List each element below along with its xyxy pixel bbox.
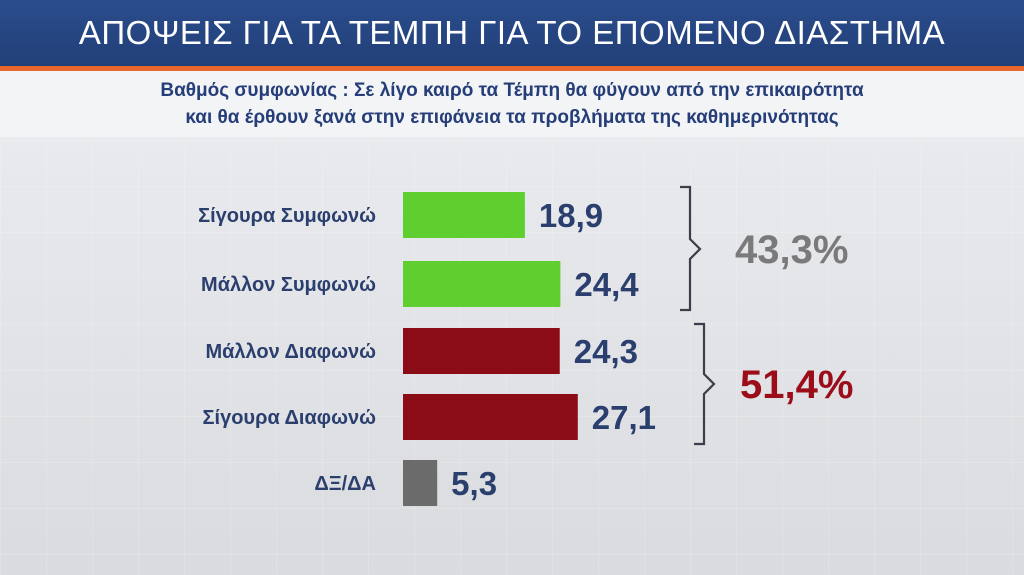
header-accent-stripe bbox=[0, 66, 1024, 71]
bar bbox=[403, 394, 578, 440]
question-line-1: Βαθμός συμφωνίας : Σε λίγο καιρό τα Τέμπ… bbox=[160, 80, 864, 101]
value-label: 24,4 bbox=[574, 266, 639, 303]
header-bar bbox=[0, 0, 1024, 66]
value-label: 27,1 bbox=[592, 399, 656, 436]
category-label: Σίγουρα Διαφωνώ bbox=[203, 407, 377, 429]
category-label: Μάλλον Διαφωνώ bbox=[205, 341, 376, 363]
question-line-2: και θα έρθουν ξανά στην επιφάνεια τα προ… bbox=[185, 107, 839, 128]
group-bracket bbox=[680, 185, 702, 312]
category-label: Σίγουρα Συμφωνώ bbox=[198, 205, 376, 227]
value-label: 18,9 bbox=[539, 197, 603, 234]
group-bracket bbox=[694, 322, 716, 446]
bar bbox=[403, 460, 438, 506]
bar bbox=[403, 261, 561, 307]
group-total-label: 43,3% bbox=[735, 228, 848, 272]
group-total-label: 51,4% bbox=[740, 363, 853, 407]
chart-question: Βαθμός συμφωνίας : Σε λίγο καιρό τα Τέμπ… bbox=[0, 77, 1024, 131]
category-label: Μάλλον Συμφωνώ bbox=[201, 274, 376, 296]
bar bbox=[403, 192, 525, 238]
value-label: 24,3 bbox=[574, 333, 638, 370]
value-label: 5,3 bbox=[451, 465, 497, 502]
subtitle-panel bbox=[0, 71, 1024, 137]
page-title: ΑΠΟΨΕΙΣ ΓΙΑ ΤΑ ΤΕΜΠΗ ΓΙΑ ΤΟ ΕΠΟΜΕΝΟ ΔΙΑΣ… bbox=[78, 14, 946, 51]
category-label: ΔΞ/ΔΑ bbox=[314, 473, 376, 495]
bar bbox=[403, 328, 560, 374]
